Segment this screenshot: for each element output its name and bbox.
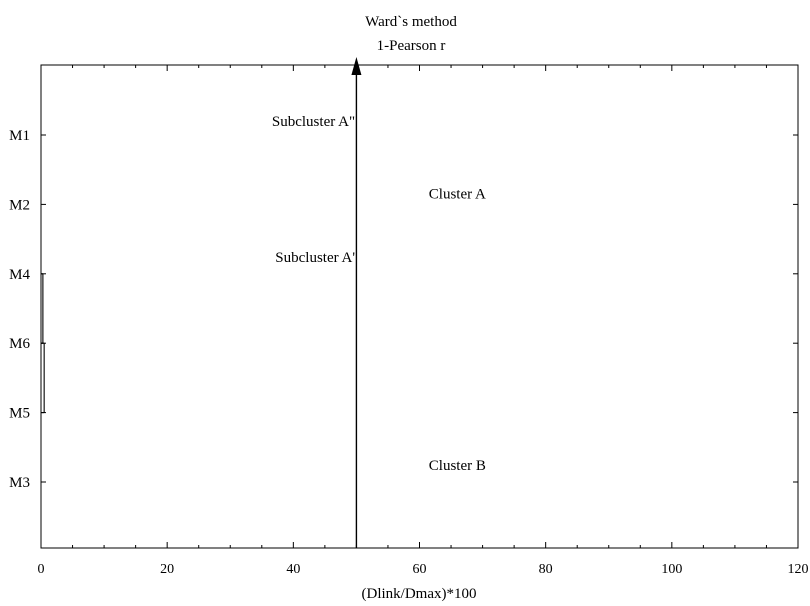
leaf-label: M2 [9,197,30,213]
cluster-annotations: Subcluster A" Subcluster A' Cluster A Clust… [272,114,486,474]
plot-frame [40,64,799,549]
leaf-label: M5 [9,406,30,422]
cluster-annotation: Cluster A [429,186,486,202]
leaf-label: M4 [9,267,30,283]
leaf-label: M6 [9,336,30,352]
cut-line-arrowhead [351,57,362,75]
leaf-label: M3 [9,475,30,491]
x-tick-label: 20 [160,562,174,577]
x-tick-label: 0 [38,562,45,577]
leaf-label: M1 [9,128,30,144]
cluster-annotation: Subcluster A" [272,114,355,130]
dendrogram-links [41,273,45,414]
x-tick-labels: 0 20 40 60 80 100 120 [38,562,809,577]
x-axis-ticks [40,65,799,548]
x-tick-label: 120 [788,562,809,577]
chart-title: Ward`s method [365,14,457,30]
leaf-labels: M1 M2 M4 M6 M5 M3 [9,128,30,491]
x-axis-label: (Dlink/Dmax)*100 [362,586,477,602]
cluster-annotation: Cluster B [429,458,486,474]
x-tick-label: 60 [413,562,427,577]
x-tick-label: 40 [286,562,300,577]
x-tick-label: 80 [539,562,553,577]
x-tick-label: 100 [661,562,682,577]
chart-subtitle: 1-Pearson r [377,38,446,54]
cluster-annotation: Subcluster A' [275,250,355,266]
cut-line [351,57,362,548]
